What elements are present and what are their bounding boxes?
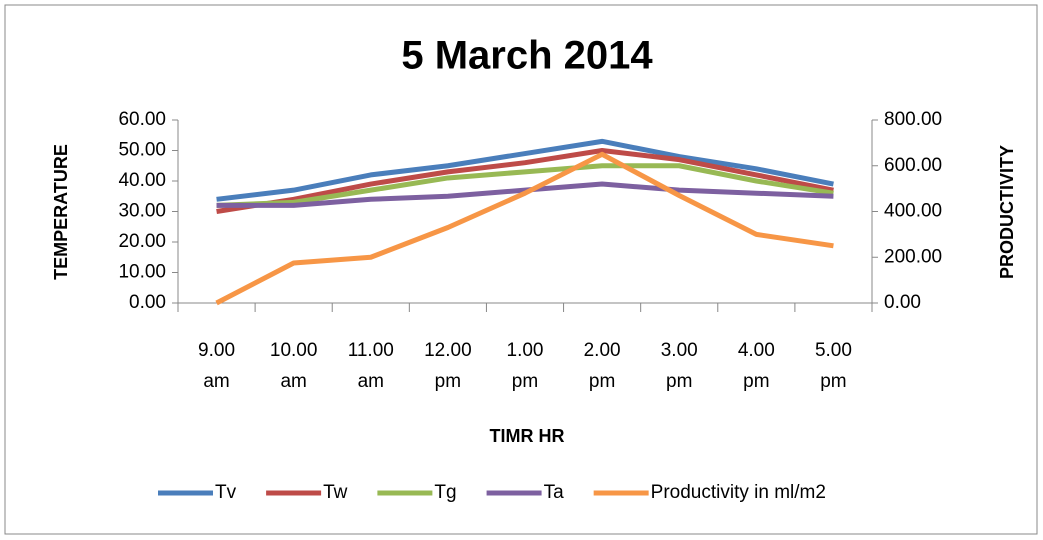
y-tick-label: 60.00 [118,109,166,130]
y-tick-label: 50.00 [118,140,166,161]
series-line [216,138,834,202]
chart-title: 5 March 2014 [401,34,653,78]
y-tick-label: 10.00 [118,262,166,283]
x-tick-label: 5.00 pm [814,340,852,392]
y2-tick-label: 800.00 [884,109,942,130]
legend-label: Productivity in ml/m2 [651,482,826,503]
y2-tick-label: 0.00 [884,292,921,313]
x-tick-label: 10.00 am [269,340,318,392]
legend-label: Ta [544,482,565,503]
series-line [216,163,834,208]
x-tick-label: 4.00 pm [737,340,775,392]
x-axis-title: TIMR HR [490,426,565,446]
y2-tick-label: 400.00 [884,201,942,222]
y-tick-label: 20.00 [118,231,166,252]
chart-border [4,4,1038,535]
series-line [216,181,834,208]
y2-axis-title: PRODUCTIVITY [997,145,1017,279]
x-tick-label: 11.00 am [347,340,394,392]
y2-tick-label: 600.00 [884,155,942,176]
y-tick-label: 40.00 [118,170,166,191]
y-tick-label: 0.00 [129,292,166,313]
legend-label: Tw [323,482,348,503]
legend-label: Tv [215,482,237,503]
x-tick-label: 3.00 pm [660,340,698,392]
legend-label: Tg [434,482,456,503]
x-tick-label: 2.00 pm [583,340,621,392]
y-axis-title: TEMPERATURE [51,144,71,280]
x-tick-label: 12.00 pm [424,340,472,392]
y-tick-label: 30.00 [118,201,166,222]
y2-tick-label: 200.00 [884,246,942,267]
series-line [215,151,834,306]
x-tick-label: 9.00 am [198,340,236,392]
series-line [216,148,834,214]
x-tick-label: 1.00 pm [506,340,544,392]
